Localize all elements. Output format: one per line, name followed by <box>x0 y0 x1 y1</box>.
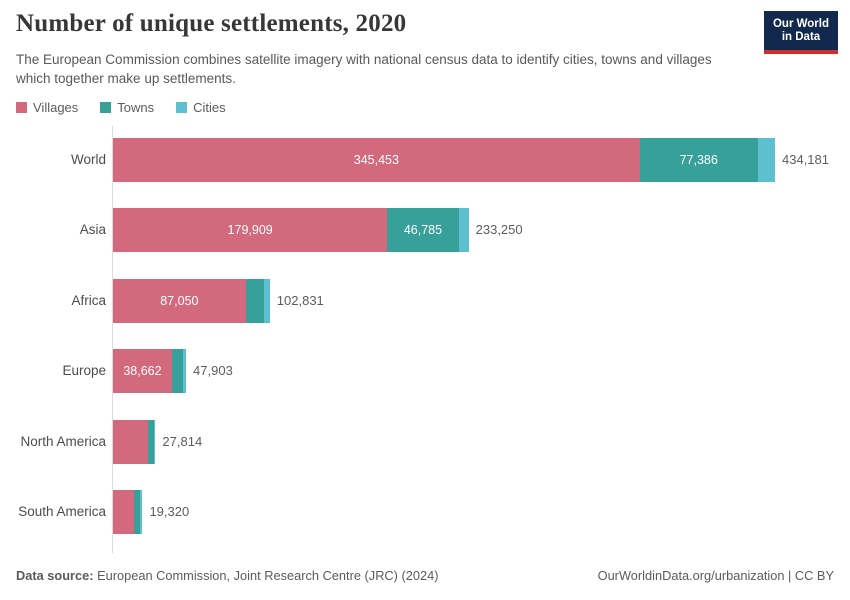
owid-logo-line1: Our World <box>772 18 829 30</box>
bar-segment-villages[interactable]: 345,453 <box>113 138 640 182</box>
bar-row-asia: Asia 179,909 46,785 233,250 <box>0 208 850 252</box>
segment-value-label: 345,453 <box>353 153 399 167</box>
total-label: 102,831 <box>276 293 324 308</box>
bar-segment-villages[interactable]: 87,050 <box>113 279 246 323</box>
total-label: 434,181 <box>782 152 829 167</box>
legend-color-swatch <box>100 102 112 113</box>
owid-logo[interactable]: Our World in Data <box>764 11 838 54</box>
data-source-label: Data source: <box>16 568 94 583</box>
legend-color-swatch <box>176 102 188 113</box>
bar-segment-cities[interactable] <box>140 490 143 534</box>
bar-segment-villages[interactable] <box>113 490 135 534</box>
bar-segment-towns[interactable] <box>147 420 154 464</box>
bar-segment-villages[interactable] <box>113 420 148 464</box>
bar-segment-cities[interactable] <box>183 349 186 393</box>
y-axis-line <box>112 126 113 553</box>
category-label: Asia <box>79 222 106 237</box>
bar-segment-towns[interactable]: 46,785 <box>387 208 459 252</box>
segment-value-label: 46,785 <box>403 223 443 237</box>
bar-segment-cities[interactable] <box>153 420 156 464</box>
legend-label: Towns <box>117 100 155 115</box>
legend-label: Cities <box>193 100 226 115</box>
chart-subtitle: The European Commission combines satelli… <box>16 52 712 86</box>
category-label: North America <box>20 434 106 449</box>
bar-segment-towns[interactable]: 77,386 <box>639 138 758 182</box>
bar-segment-villages[interactable]: 179,909 <box>113 208 388 252</box>
legend-item-cities[interactable]: Cities <box>176 100 226 115</box>
bar-segment-villages[interactable]: 38,662 <box>113 349 172 393</box>
owid-logo-stripe <box>764 50 838 54</box>
total-label: 19,320 <box>149 504 190 519</box>
data-source-line: Data source: European Commission, Joint … <box>16 568 438 583</box>
legend-label: Villages <box>33 100 79 115</box>
segment-value-label: 38,662 <box>123 364 162 378</box>
bar-segment-cities[interactable] <box>757 138 775 182</box>
legend-color-swatch <box>16 102 27 113</box>
footer-citation-link[interactable]: OurWorldinData.org/urbanization | CC BY <box>597 568 834 583</box>
bar-segment-cities[interactable] <box>458 208 469 252</box>
legend: Villages Towns Cities <box>16 100 226 115</box>
bar-segment-towns[interactable] <box>171 349 184 393</box>
bar-row-africa: Africa 87,050 102,831 <box>0 279 850 323</box>
category-label: Europe <box>62 363 106 378</box>
stacked-bar[interactable]: 345,453 77,386 <box>113 138 775 182</box>
segment-value-label: 87,050 <box>160 294 199 308</box>
stacked-bar[interactable]: 179,909 46,785 <box>113 208 469 252</box>
total-label: 27,814 <box>162 434 203 449</box>
chart-title: Number of unique settlements, 2020 <box>16 10 407 37</box>
total-label: 47,903 <box>193 363 233 378</box>
segment-value-label: 77,386 <box>679 153 718 167</box>
bar-row-south-america: South America 19,320 <box>0 490 850 534</box>
segment-value-label: 179,909 <box>227 223 273 237</box>
category-label: World <box>70 152 106 167</box>
legend-item-villages[interactable]: Villages <box>16 100 78 115</box>
data-source-text: European Commission, Joint Research Cent… <box>97 568 439 583</box>
stacked-bar[interactable] <box>113 420 156 464</box>
owid-logo-line2: in Data <box>781 31 821 43</box>
bar-row-north-america: North America 27,814 <box>0 420 850 464</box>
bar-row-europe: Europe 38,662 47,903 <box>0 349 850 393</box>
total-label: 233,250 <box>475 222 523 237</box>
category-label: South America <box>18 504 106 519</box>
bar-segment-towns[interactable] <box>245 279 265 323</box>
category-label: Africa <box>71 293 106 308</box>
stacked-bar[interactable]: 87,050 <box>113 279 270 323</box>
stacked-bar[interactable]: 38,662 <box>113 349 186 393</box>
footer: Data source: European Commission, Joint … <box>16 568 834 583</box>
bar-segment-cities[interactable] <box>264 279 270 323</box>
bar-row-world: World 345,453 77,386 434,181 <box>0 138 850 182</box>
legend-item-towns[interactable]: Towns <box>100 100 154 115</box>
bar-segment-towns[interactable] <box>134 490 141 534</box>
stacked-bar[interactable] <box>113 490 143 534</box>
